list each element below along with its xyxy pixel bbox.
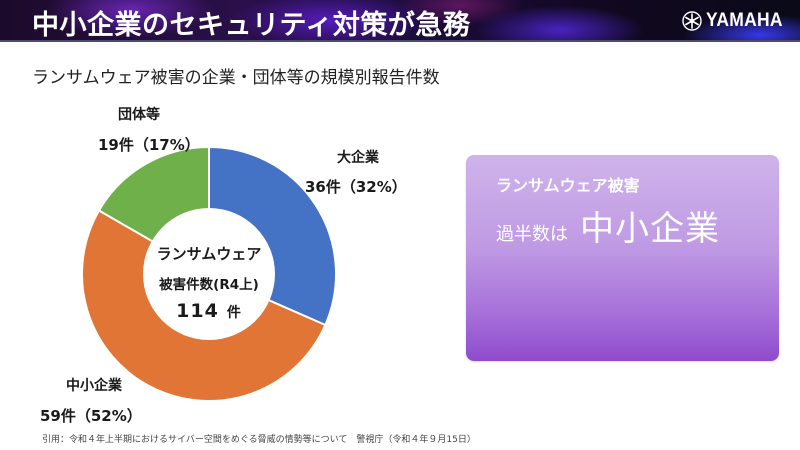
total-count: 114 [176, 300, 219, 322]
label-org-name: 団体等 [118, 107, 160, 123]
callout-emphasis: 中小企業 [580, 209, 720, 249]
chart-subtitle: ランサムウェア被害の企業・団体等の規模別報告件数 [32, 68, 440, 88]
callout-message: 過半数は 中小企業 [496, 201, 720, 250]
header-bar: 中小企業のセキュリティ対策が急務 YAMAHA [0, 0, 800, 42]
donut-hole [143, 208, 275, 340]
citation-text: 引用：令和４年上半期におけるサイバー空間をめぐる脅威の情勢等について 警視庁（令… [42, 435, 476, 445]
donut-center-subtitle: 被害件数(R4上) [159, 277, 259, 293]
label-sme-name: 中小企業 [66, 378, 122, 394]
label-large-name: 大企業 [337, 150, 379, 166]
total-unit: 件 [226, 305, 242, 321]
callout-prefix: 過半数は [496, 224, 568, 245]
label-large-value: 36件（32%） [305, 178, 407, 196]
donut-center-total: 114 件 [150, 300, 268, 322]
yamaha-logo: YAMAHA [682, 10, 789, 32]
label-org-value: 19件（17%） [98, 136, 200, 154]
logo-text: YAMAHA [706, 10, 783, 31]
label-sme-value: 59件（52%） [40, 407, 142, 425]
callout-heading: ランサムウェア被害 [496, 176, 640, 195]
yamaha-tuning-forks-icon [682, 11, 702, 31]
callout-box: ランサムウェア被害 過半数は 中小企業 [466, 155, 779, 361]
page-title: 中小企業のセキュリティ対策が急務 [32, 10, 471, 41]
donut-center-title: ランサムウェア [156, 245, 262, 263]
